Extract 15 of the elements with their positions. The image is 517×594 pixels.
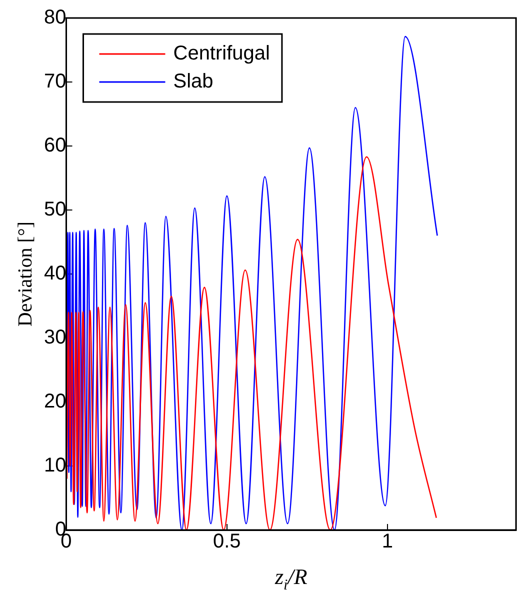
legend-label: Slab xyxy=(173,70,214,93)
y-tick-label: 80 xyxy=(44,6,66,29)
x-tick-label: 1 xyxy=(382,530,394,553)
y-tick-label: 40 xyxy=(44,262,66,285)
legend-label: Centrifugal xyxy=(173,42,270,65)
y-tick-label: 60 xyxy=(44,134,66,157)
y-tick-label: 10 xyxy=(44,454,66,477)
y-axis-title: Deviation [°] xyxy=(14,221,36,327)
line-series xyxy=(66,36,438,530)
y-tick-label: 50 xyxy=(44,198,66,221)
y-tick-label: 30 xyxy=(44,326,66,349)
line-series xyxy=(66,156,437,530)
x-tick-label: 0.5 xyxy=(212,530,241,553)
y-tick-label: 70 xyxy=(44,70,66,93)
y-tick-label: 20 xyxy=(44,390,66,413)
